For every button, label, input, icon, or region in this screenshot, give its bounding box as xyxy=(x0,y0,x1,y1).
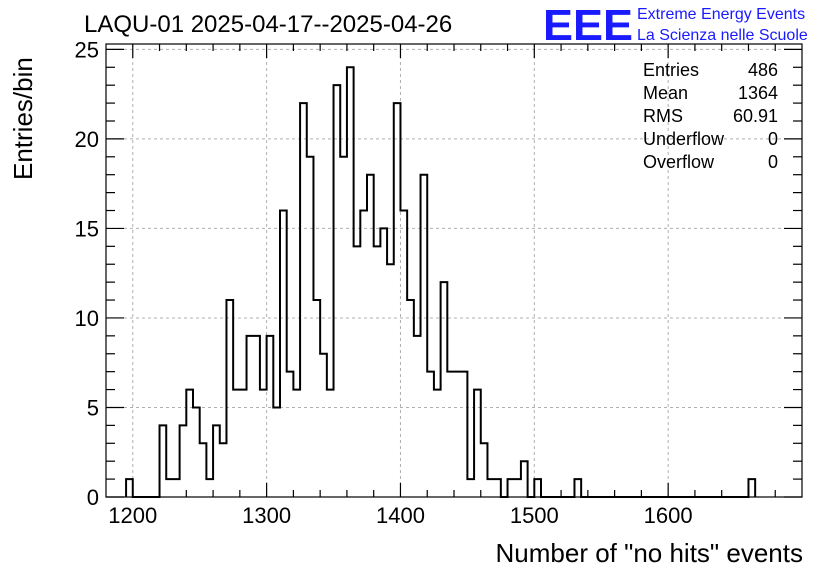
eee-logo: EEE Extreme Energy Events La Scienza nel… xyxy=(543,1,808,50)
y-tick-label: 0 xyxy=(87,485,99,510)
y-axis-label: Entries/bin xyxy=(8,57,38,180)
stat-label: Mean xyxy=(643,83,688,103)
stat-value: 0 xyxy=(768,129,778,149)
y-tick-label: 20 xyxy=(75,127,99,152)
logo-line-1: Extreme Energy Events xyxy=(637,6,805,23)
stat-label: Underflow xyxy=(643,129,725,149)
logo-line-2: La Scienza nelle Scuole xyxy=(637,27,808,44)
x-tick-label: 1500 xyxy=(510,503,559,528)
stat-value: 60.91 xyxy=(733,106,778,126)
stats-box: Entries 486 Mean 1364 RMS 60.91 Underflow 0 Over… xyxy=(643,60,778,172)
tick-labels: 1200 1300 1400 1500 1600 0 5 10 15 20 25 xyxy=(75,37,693,528)
chart-title: LAQU-01 2025-04-17--2025-04-26 xyxy=(84,11,452,38)
stat-value: 486 xyxy=(748,60,778,80)
y-tick-label: 5 xyxy=(87,395,99,420)
x-axis-label: Number of "no hits" events xyxy=(496,538,804,568)
stat-label: Overflow xyxy=(643,152,715,172)
y-tick-label: 10 xyxy=(75,306,99,331)
x-tick-label: 1400 xyxy=(376,503,425,528)
x-tick-label: 1600 xyxy=(644,503,693,528)
x-tick-label: 1200 xyxy=(108,503,157,528)
x-tick-label: 1300 xyxy=(242,503,291,528)
stat-value: 0 xyxy=(768,152,778,172)
stat-label: RMS xyxy=(643,106,683,126)
stat-label: Entries xyxy=(643,60,699,80)
eee-logo-mark: EEE xyxy=(543,1,633,50)
y-tick-label: 25 xyxy=(75,37,99,62)
stat-value: 1364 xyxy=(738,83,778,103)
axis-ticks xyxy=(106,44,802,498)
y-tick-label: 15 xyxy=(75,216,99,241)
